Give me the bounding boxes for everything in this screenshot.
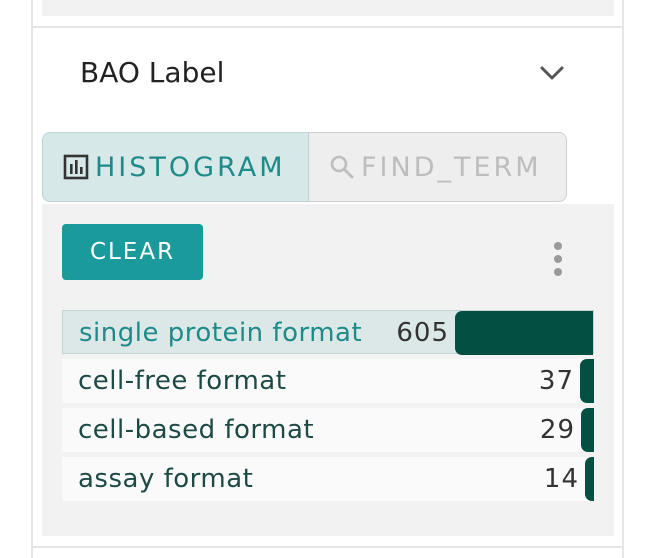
histogram-row[interactable]: cell-based format 29 bbox=[62, 408, 594, 452]
histogram-row[interactable]: cell-free format 37 bbox=[62, 359, 594, 403]
section-divider bbox=[31, 546, 624, 548]
facet-panel-frame bbox=[31, 0, 624, 558]
tab-find-term-label: FIND_TERM bbox=[361, 151, 542, 183]
histogram-row-label: cell-free format bbox=[78, 366, 287, 396]
histogram-row-count: 14 bbox=[543, 464, 579, 494]
histogram-row[interactable]: assay format 14 bbox=[62, 457, 594, 501]
view-tabs: HISTOGRAM FIND_TERM bbox=[42, 132, 567, 204]
histogram-list: single protein format 605 cell-free form… bbox=[62, 310, 594, 506]
histogram-row-count: 37 bbox=[538, 366, 574, 396]
tab-find-term[interactable]: FIND_TERM bbox=[309, 132, 567, 202]
section-divider bbox=[31, 26, 624, 28]
more-vert-icon[interactable] bbox=[548, 242, 568, 278]
histogram-row-bar bbox=[581, 408, 594, 452]
histogram-row-bar bbox=[455, 311, 593, 355]
clear-button[interactable]: CLEAR bbox=[62, 224, 203, 280]
chevron-down-icon[interactable] bbox=[538, 62, 566, 84]
histogram-row-count: 29 bbox=[539, 415, 575, 445]
histogram-row-count: 605 bbox=[396, 318, 449, 348]
previous-panel-body bbox=[42, 0, 614, 16]
histogram-row-bar bbox=[585, 457, 594, 501]
tab-histogram[interactable]: HISTOGRAM bbox=[42, 132, 309, 202]
tab-histogram-label: HISTOGRAM bbox=[95, 151, 286, 183]
histogram-row-label: single protein format bbox=[79, 318, 363, 348]
histogram-row[interactable]: single protein format 605 bbox=[62, 310, 594, 355]
bar-chart-icon bbox=[63, 154, 89, 180]
search-icon bbox=[330, 155, 354, 179]
histogram-row-label: assay format bbox=[78, 464, 254, 494]
histogram-row-bar bbox=[580, 359, 594, 403]
histogram-row-label: cell-based format bbox=[78, 415, 315, 445]
section-title: BAO Label bbox=[80, 56, 225, 89]
